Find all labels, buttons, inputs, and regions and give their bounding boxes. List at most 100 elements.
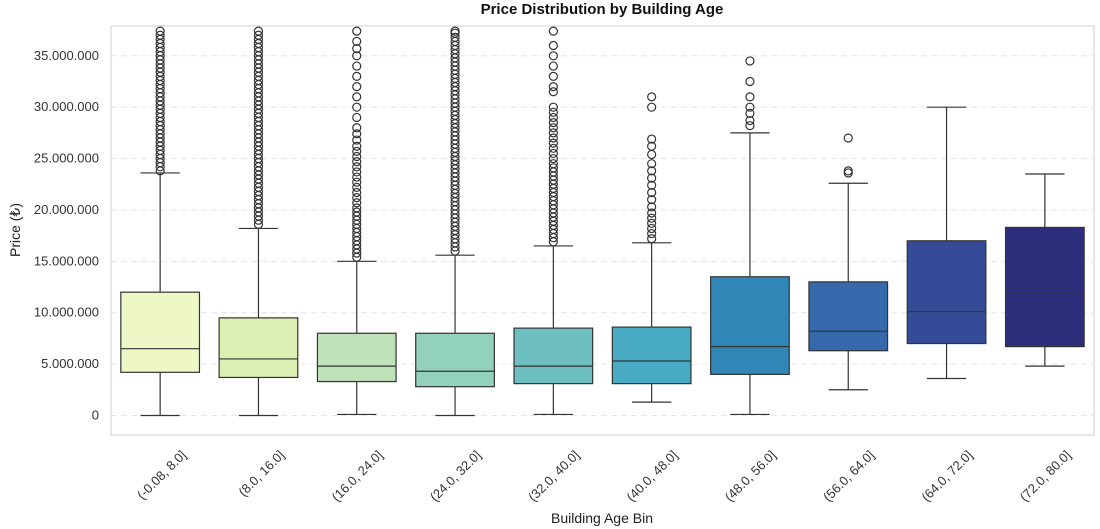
- outlier-point: [647, 213, 657, 223]
- outlier-point: [352, 193, 362, 203]
- chart-title: Price Distribution by Building Age: [481, 1, 724, 18]
- outlier-point: [647, 187, 657, 198]
- outlier-point: [352, 44, 362, 54]
- outlier-point: [647, 228, 657, 239]
- outlier-point: [352, 102, 362, 112]
- outlier-point: [548, 117, 558, 128]
- box-group: [218, 26, 299, 417]
- box-group: [1004, 173, 1085, 367]
- box-group: [808, 133, 889, 391]
- box-group: [513, 26, 594, 416]
- outlier-point: [450, 32, 460, 42]
- outlier-point: [352, 135, 362, 145]
- outlier-point: [647, 202, 657, 212]
- outlier-point: [352, 36, 362, 47]
- y-tick-label: 15.000.000: [34, 253, 99, 268]
- y-tick-label: 0: [92, 407, 99, 422]
- outlier-point: [647, 208, 657, 218]
- outlier-point: [647, 92, 657, 102]
- x-tick-label: (56.0, 64.0]: [820, 447, 877, 504]
- outlier-point: [450, 26, 460, 36]
- box: [218, 317, 299, 379]
- outlier-point: [745, 56, 755, 66]
- outlier-point: [548, 159, 558, 169]
- outlier-point: [745, 92, 755, 102]
- box: [316, 332, 397, 383]
- box: [120, 291, 201, 373]
- outlier-point: [352, 123, 362, 133]
- outlier-point: [548, 26, 558, 36]
- outlier-point: [548, 133, 558, 143]
- box: [906, 240, 987, 345]
- y-tick-label: 25.000.000: [34, 151, 99, 166]
- outlier-point: [647, 218, 657, 228]
- x-tick-label: (24.0, 32.0]: [427, 447, 484, 504]
- outlier-point: [352, 61, 362, 71]
- outlier-point: [352, 167, 362, 177]
- box-group: [316, 26, 397, 416]
- box: [1004, 226, 1085, 348]
- outlier-point: [352, 207, 362, 217]
- outlier-point: [548, 163, 558, 173]
- outlier-point: [548, 138, 558, 148]
- box: [513, 327, 594, 385]
- x-tick-label: (48.0, 56.0]: [722, 447, 779, 504]
- x-tick-label: (40.0, 48.0]: [623, 447, 680, 504]
- outlier-point: [352, 157, 362, 167]
- x-tick-label: (32.0, 40.0]: [525, 447, 582, 504]
- outlier-point: [548, 82, 558, 92]
- outlier-point: [647, 159, 657, 169]
- box-group: [906, 106, 987, 380]
- outlier-point: [548, 112, 558, 123]
- y-tick-label: 35.000.000: [34, 48, 99, 63]
- y-tick-label: 30.000.000: [34, 99, 99, 114]
- outlier-point: [647, 173, 657, 183]
- outlier-point: [745, 102, 755, 112]
- box: [710, 276, 790, 375]
- outlier-point: [548, 107, 558, 117]
- outlier-point: [745, 76, 755, 87]
- y-tick-label: 20.000.000: [34, 202, 99, 217]
- outlier-point: [647, 180, 657, 190]
- outlier-point: [647, 134, 657, 144]
- outlier-point: [352, 71, 362, 81]
- y-tick-label: 10.000.000: [34, 305, 99, 320]
- outlier-point: [548, 51, 558, 61]
- outlier-point: [352, 177, 362, 187]
- outlier-point: [352, 141, 362, 151]
- box-group: [120, 26, 201, 417]
- outlier-point: [352, 203, 362, 213]
- outlier-point: [843, 133, 853, 143]
- y-axis-ticks: 0 5.000.000 10.000.000 15.000.000 20.000.000…: [34, 48, 99, 423]
- x-tick-label: (-0.08, 8.0]: [134, 447, 189, 502]
- outlier-point: [548, 143, 558, 153]
- outlier-point: [352, 162, 362, 172]
- box: [808, 281, 889, 352]
- outlier-point: [253, 26, 264, 36]
- outlier-point: [647, 102, 657, 112]
- box: [611, 326, 692, 385]
- outlier-point: [352, 198, 362, 208]
- outlier-point: [352, 112, 362, 123]
- outlier-point: [843, 166, 853, 176]
- outlier-point: [253, 30, 264, 40]
- y-tick-label: 5.000.000: [41, 356, 99, 371]
- outlier-point: [352, 129, 362, 139]
- outlier-point: [647, 195, 657, 205]
- y-axis-title: Price (₺): [7, 203, 23, 257]
- outlier-point: [352, 146, 362, 156]
- outlier-point: [352, 187, 362, 198]
- box-group: [415, 26, 495, 417]
- outlier-point: [548, 102, 558, 112]
- outlier-point: [548, 61, 558, 71]
- box-group: [710, 56, 790, 416]
- outlier-point: [352, 172, 362, 182]
- box-group: [611, 92, 692, 403]
- outlier-point: [647, 141, 657, 151]
- outlier-point: [352, 151, 362, 162]
- outlier-point: [352, 26, 362, 36]
- outlier-point: [647, 234, 657, 244]
- x-axis-ticks: (-0.08, 8.0] (8.0, 16.0] (16.0, 24.0] (24.0…: [134, 447, 1074, 504]
- outlier-point: [548, 153, 558, 164]
